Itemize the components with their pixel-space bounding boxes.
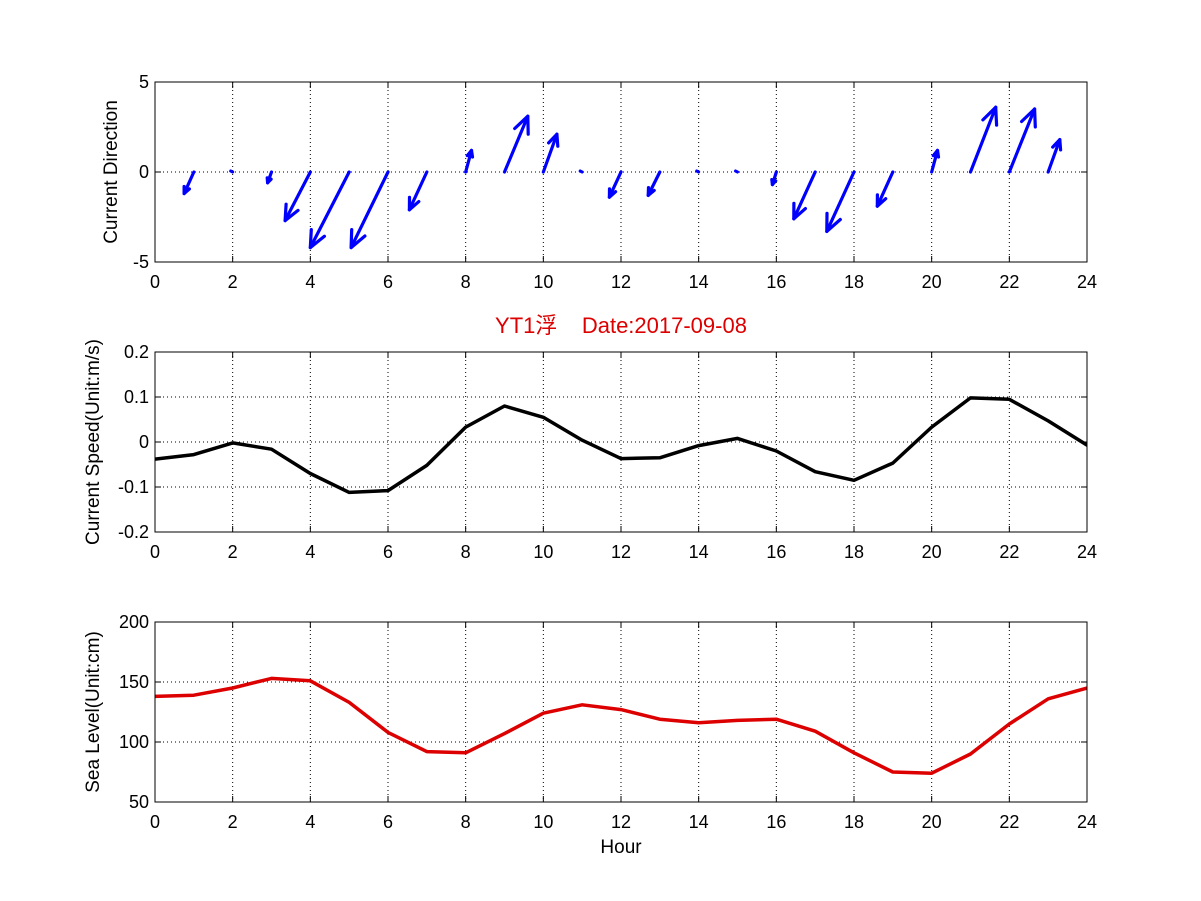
direction-arrow [283, 170, 312, 223]
speed-y-tick-label: 0 [139, 432, 149, 452]
direction-arrow [229, 169, 235, 174]
direction-x-tick-label: 0 [150, 272, 160, 292]
direction-arrow [825, 170, 856, 233]
direction-arrow [265, 170, 274, 185]
sea-level-y-tick-label: 50 [129, 792, 149, 812]
direction-arrow [792, 170, 817, 221]
sea-level-x-tick-label: 14 [689, 812, 709, 832]
direction-x-tick-label: 10 [533, 272, 553, 292]
direction-x-tick-label: 18 [844, 272, 864, 292]
sea-level-y-tick-label: 200 [119, 612, 149, 632]
direction-x-tick-label: 4 [305, 272, 315, 292]
sea-level-x-tick-label: 4 [305, 812, 315, 832]
speed-x-tick-label: 8 [461, 542, 471, 562]
sea-level-x-tick-label: 12 [611, 812, 631, 832]
direction-x-tick-label: 16 [766, 272, 786, 292]
speed-ticks: 0 2 4 6 8 10 12 14 16 18 20 22 24-0.2-0.100.10.2 [118, 342, 1097, 562]
direction-arrow [541, 132, 560, 174]
direction-arrow [308, 170, 351, 250]
direction-y-tick-label: -5 [133, 252, 149, 272]
sea-level-grid [155, 622, 1087, 802]
sea-level-x-tick-label: 2 [228, 812, 238, 832]
direction-arrow [875, 170, 895, 208]
speed-y-tick-label: 0.2 [124, 342, 149, 362]
speed-y-tick-label: -0.1 [118, 477, 149, 497]
direction-y-axis-label: Current Direction [101, 100, 122, 244]
direction-arrow [930, 148, 941, 174]
speed-x-tick-label: 12 [611, 542, 631, 562]
speed-x-tick-label: 10 [533, 542, 553, 562]
direction-x-tick-label: 24 [1077, 272, 1097, 292]
direction-arrow [182, 170, 196, 196]
direction-arrow [968, 105, 999, 174]
sea-level-line [155, 676, 1087, 775]
direction-arrow [734, 169, 739, 174]
direction-x-tick-label: 14 [689, 272, 709, 292]
speed-x-tick-label: 22 [999, 542, 1019, 562]
current-speed-plot: YT1浮 Date:2017-09-08 0 2 4 6 8 10 12 14 16 18 20 22… [83, 313, 1097, 562]
speed-x-tick-label: 6 [383, 542, 393, 562]
sea-level-x-tick-label: 16 [766, 812, 786, 832]
direction-arrow [1007, 107, 1037, 174]
chart-title: YT1浮 Date:2017-09-08 [495, 313, 747, 338]
speed-x-tick-label: 16 [766, 542, 786, 562]
speed-y-tick-label: 0.1 [124, 387, 149, 407]
speed-x-tick-label: 2 [228, 542, 238, 562]
direction-arrow [578, 169, 584, 174]
direction-arrow [407, 170, 429, 212]
sea-level-x-tick-label: 20 [922, 812, 942, 832]
direction-x-tick-label: 22 [999, 272, 1019, 292]
sea-level-x-tick-label: 22 [999, 812, 1019, 832]
speed-x-tick-label: 0 [150, 542, 160, 562]
x-axis-label: Hour [600, 837, 642, 858]
direction-x-tick-label: 8 [461, 272, 471, 292]
direction-y-tick-label: 5 [139, 72, 149, 92]
sea-level-y-tick-label: 150 [119, 672, 149, 692]
sea-level-x-tick-label: 18 [844, 812, 864, 832]
speed-x-tick-label: 4 [305, 542, 315, 562]
sea-level-x-tick-label: 0 [150, 812, 160, 832]
direction-arrow [502, 114, 530, 174]
speed-x-tick-label: 24 [1077, 542, 1097, 562]
direction-arrow [464, 148, 475, 174]
direction-arrow [770, 170, 778, 187]
sea-level-y-tick-label: 100 [119, 732, 149, 752]
direction-arrow [1046, 138, 1063, 174]
direction-arrow [646, 170, 662, 197]
speed-y-axis-label: Current Speed(Unit:m/s) [83, 339, 104, 545]
direction-x-tick-label: 12 [611, 272, 631, 292]
direction-ticks: 0 2 4 6 8 10 12 14 16 18 20 22 24-505 [133, 72, 1097, 292]
speed-x-tick-label: 20 [922, 542, 942, 562]
direction-x-tick-label: 2 [228, 272, 238, 292]
sea-level-series [155, 676, 1087, 775]
direction-arrow [695, 169, 701, 174]
direction-y-tick-label: 0 [139, 162, 149, 182]
direction-x-tick-label: 20 [922, 272, 942, 292]
direction-arrow [607, 170, 623, 199]
direction-arrow [349, 170, 390, 250]
speed-y-tick-label: -0.2 [118, 522, 149, 542]
sea-level-x-tick-label: 8 [461, 812, 471, 832]
speed-line [155, 396, 1087, 495]
sea-level-y-axis-label: Sea Level(Unit:cm) [83, 631, 104, 793]
sea-level-x-tick-label: 6 [383, 812, 393, 832]
current-direction-plot: 0 2 4 6 8 10 12 14 16 18 20 22 24-505 Current Direct… [101, 72, 1097, 292]
speed-x-tick-label: 18 [844, 542, 864, 562]
direction-x-tick-label: 6 [383, 272, 393, 292]
sea-level-x-tick-label: 24 [1077, 812, 1097, 832]
speed-x-tick-label: 14 [689, 542, 709, 562]
speed-series [155, 396, 1087, 495]
speed-grid [155, 352, 1087, 532]
direction-arrows [182, 105, 1063, 250]
sea-level-x-tick-label: 10 [533, 812, 553, 832]
